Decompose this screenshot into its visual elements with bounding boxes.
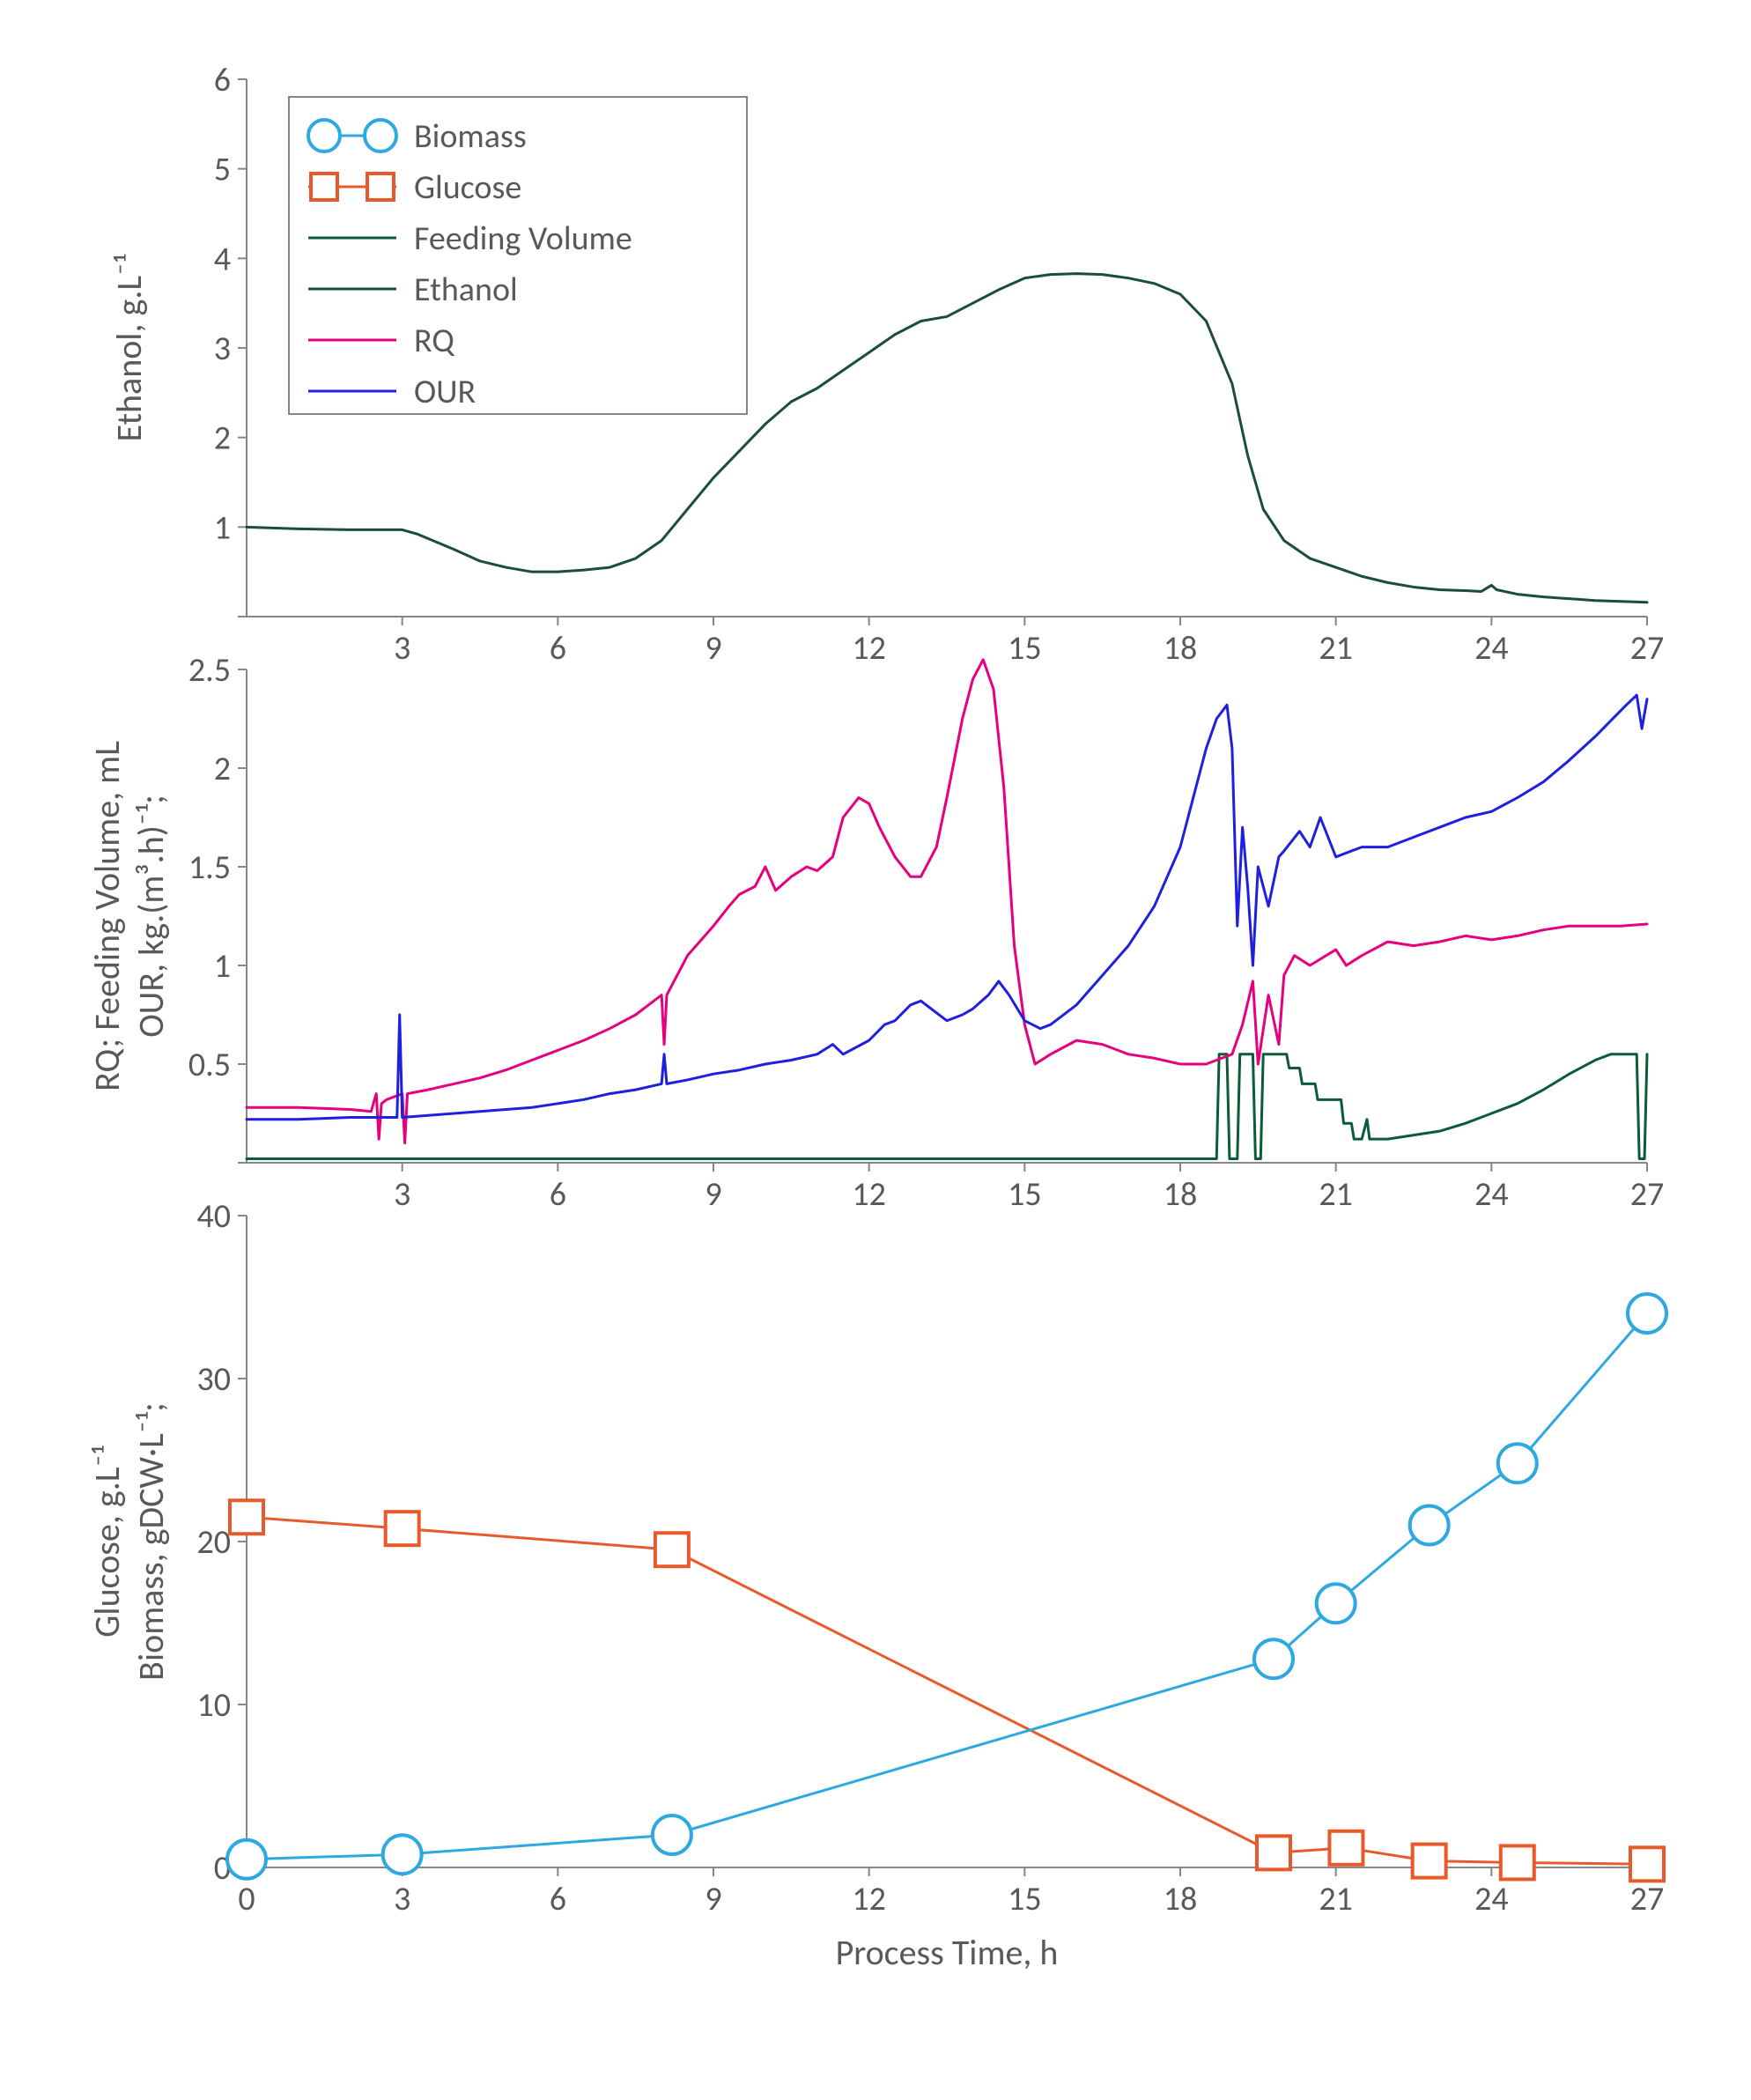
biomass-line	[247, 1313, 1647, 1860]
svg-text:1: 1	[214, 946, 231, 987]
svg-text:18: 18	[1164, 1174, 1198, 1215]
svg-text:2: 2	[214, 749, 231, 789]
biomass-marker	[1254, 1639, 1293, 1678]
feeding-volume-line	[247, 1054, 1647, 1159]
biomass-marker	[1410, 1506, 1449, 1545]
svg-text:1: 1	[214, 507, 231, 548]
svg-text:3: 3	[394, 628, 410, 669]
svg-text:27: 27	[1630, 1174, 1665, 1215]
glucose-marker	[1257, 1836, 1290, 1869]
legend-label: Biomass	[414, 116, 527, 157]
svg-text:10: 10	[196, 1685, 231, 1726]
svg-text:9: 9	[705, 628, 721, 669]
svg-text:24: 24	[1474, 628, 1509, 669]
svg-text:24: 24	[1474, 1174, 1509, 1215]
svg-text:40: 40	[196, 1196, 231, 1237]
svg-text:2: 2	[214, 418, 231, 459]
svg-text:15: 15	[1008, 628, 1042, 669]
legend-label: Ethanol	[414, 270, 518, 310]
glucose-marker	[655, 1533, 689, 1566]
svg-text:3: 3	[214, 329, 231, 369]
svg-text:RQ; Feeding Volume, mL: RQ; Feeding Volume, mL	[85, 741, 129, 1091]
glucose-marker	[1630, 1847, 1664, 1881]
svg-text:Biomass, gDCW·L⁻¹;: Biomass, gDCW·L⁻¹;	[129, 1402, 173, 1681]
svg-text:Ethanol, g.L⁻¹: Ethanol, g.L⁻¹	[107, 254, 151, 441]
glucose-marker	[230, 1500, 263, 1534]
svg-text:0: 0	[238, 1879, 255, 1919]
biomass-marker	[227, 1840, 266, 1879]
svg-text:6: 6	[550, 1879, 566, 1919]
svg-text:5: 5	[214, 150, 231, 190]
svg-text:15: 15	[1008, 1879, 1042, 1919]
legend-label: Feeding Volume	[414, 218, 632, 259]
legend-label: Glucose	[414, 167, 521, 208]
svg-text:3: 3	[394, 1174, 410, 1215]
glucose-line	[247, 1517, 1647, 1864]
svg-text:30: 30	[196, 1359, 231, 1400]
x-axis-label: Process Time, h	[836, 1931, 1059, 1974]
svg-text:2.5: 2.5	[188, 650, 231, 691]
svg-text:18: 18	[1164, 1879, 1198, 1919]
svg-text:21: 21	[1319, 1879, 1353, 1919]
biomass-marker	[1628, 1294, 1666, 1333]
figure: { "layout": { "width": 1820, "height": 2…	[70, 53, 1673, 2026]
svg-text:27: 27	[1630, 1879, 1665, 1919]
svg-text:6: 6	[550, 1174, 566, 1215]
svg-text:4: 4	[214, 239, 231, 279]
rq-line	[247, 660, 1647, 1143]
glucose-marker	[1501, 1845, 1534, 1879]
biomass-marker	[383, 1835, 422, 1874]
glucose-marker	[1329, 1831, 1363, 1865]
chart-svg: 123456369121518212427Ethanol, g.L⁻¹0.511…	[70, 53, 1673, 2026]
svg-text:12: 12	[852, 1174, 886, 1215]
glucose-marker	[386, 1512, 419, 1545]
legend-label: RQ	[414, 321, 455, 361]
biomass-marker	[1317, 1584, 1356, 1623]
our-line	[247, 695, 1647, 1120]
svg-text:1.5: 1.5	[188, 847, 231, 888]
svg-text:12: 12	[852, 1879, 886, 1919]
svg-text:15: 15	[1008, 1174, 1042, 1215]
svg-text:Glucose, g.L⁻¹: Glucose, g.L⁻¹	[85, 1446, 129, 1638]
svg-text:12: 12	[852, 628, 886, 669]
svg-text:27: 27	[1630, 628, 1665, 669]
legend-label: OUR	[414, 372, 477, 412]
svg-text:OUR, kg.(m³.h)⁻¹;: OUR, kg.(m³.h)⁻¹;	[129, 795, 173, 1038]
svg-text:24: 24	[1474, 1879, 1509, 1919]
svg-text:3: 3	[394, 1879, 410, 1919]
svg-text:20: 20	[196, 1522, 231, 1563]
svg-text:6: 6	[214, 60, 231, 100]
svg-text:0.5: 0.5	[188, 1045, 231, 1085]
biomass-marker	[1498, 1444, 1537, 1483]
svg-text:21: 21	[1319, 628, 1353, 669]
svg-text:9: 9	[705, 1879, 721, 1919]
svg-text:21: 21	[1319, 1174, 1353, 1215]
biomass-marker	[653, 1815, 691, 1854]
glucose-marker	[1413, 1845, 1446, 1878]
svg-text:6: 6	[550, 628, 566, 669]
svg-text:18: 18	[1164, 628, 1198, 669]
svg-text:9: 9	[705, 1174, 721, 1215]
